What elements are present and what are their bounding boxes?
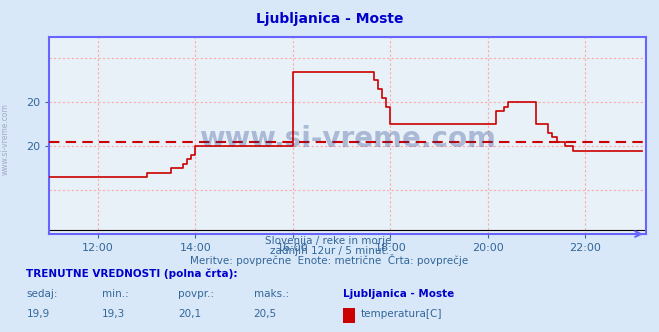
Text: 20,5: 20,5 xyxy=(254,309,277,319)
Text: www.si-vreme.com: www.si-vreme.com xyxy=(1,104,10,175)
Text: 19,9: 19,9 xyxy=(26,309,49,319)
Text: temperatura[C]: temperatura[C] xyxy=(361,309,443,319)
Text: TRENUTNE VREDNOSTI (polna črta):: TRENUTNE VREDNOSTI (polna črta): xyxy=(26,269,238,279)
Text: min.:: min.: xyxy=(102,289,129,299)
Text: povpr.:: povpr.: xyxy=(178,289,214,299)
Text: maks.:: maks.: xyxy=(254,289,289,299)
Text: zadnjih 12ur / 5 minut.: zadnjih 12ur / 5 minut. xyxy=(270,246,389,256)
Text: Meritve: povprečne  Enote: metrične  Črta: povprečje: Meritve: povprečne Enote: metrične Črta:… xyxy=(190,254,469,266)
Text: 19,3: 19,3 xyxy=(102,309,125,319)
Text: Ljubljanica - Moste: Ljubljanica - Moste xyxy=(256,12,403,26)
Text: sedaj:: sedaj: xyxy=(26,289,58,299)
Text: www.si-vreme.com: www.si-vreme.com xyxy=(199,125,496,153)
Text: 20,1: 20,1 xyxy=(178,309,201,319)
Text: Slovenija / reke in morje.: Slovenija / reke in morje. xyxy=(264,236,395,246)
Text: Ljubljanica - Moste: Ljubljanica - Moste xyxy=(343,289,454,299)
